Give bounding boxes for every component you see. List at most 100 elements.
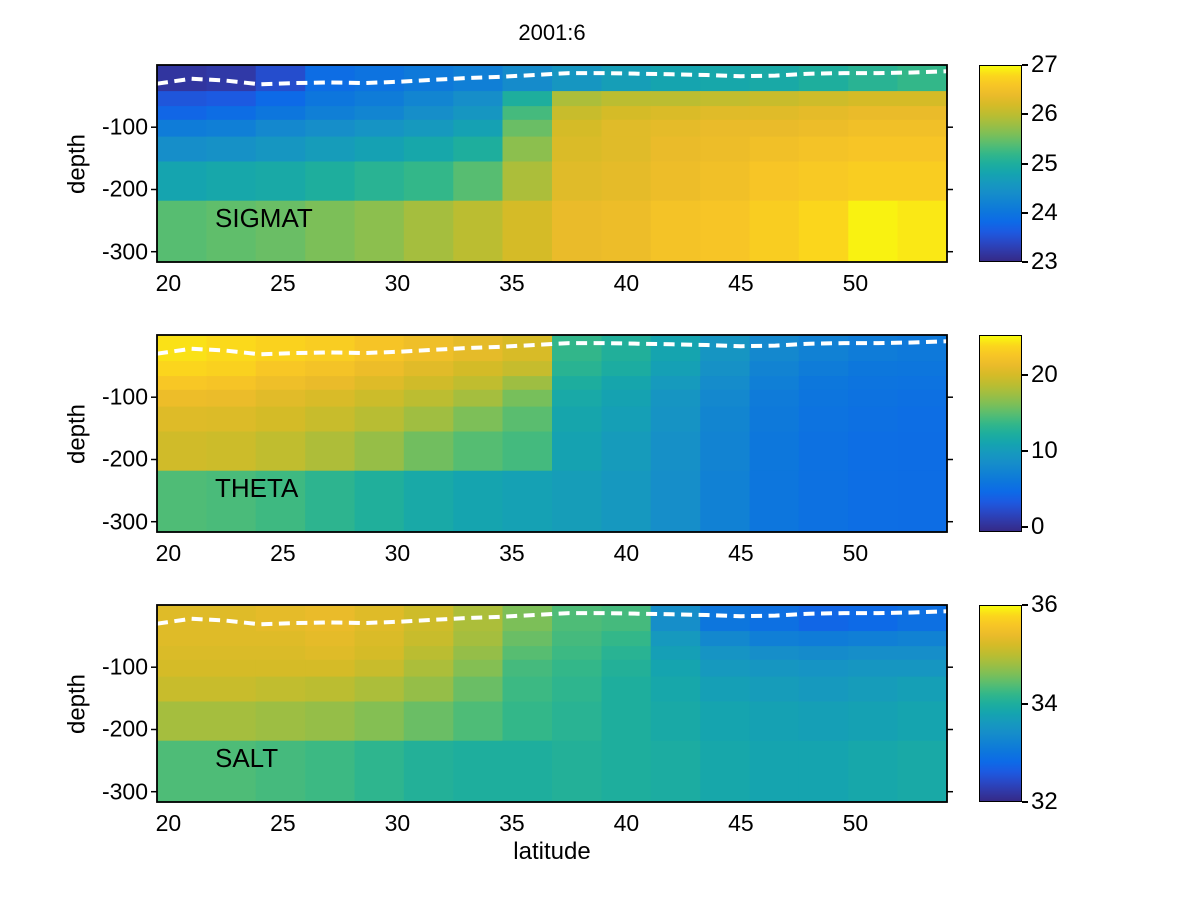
heatmap-cell [552,740,603,803]
theta-heatmap: THETA [151,334,953,533]
heatmap-cell [354,376,405,391]
heatmap-cell [650,676,701,703]
heatmap-cell [354,119,405,138]
heatmap-cell [354,361,405,377]
heatmap-cell [255,676,306,703]
colorbar-tick-mark [1022,64,1028,66]
heatmap-cell [798,161,849,202]
heatmap-cell [601,136,652,163]
heatmap-cell [749,161,800,202]
heatmap-cell [897,361,948,377]
axes-box [156,64,948,263]
heatmap-cell [354,470,405,533]
heatmap-cell [502,65,553,92]
heatmap-cell [749,65,800,92]
heatmap-cell [848,470,899,533]
colorbar-salt [979,605,1022,802]
heatmap-cell [848,646,899,661]
heatmap-cell [700,389,751,408]
heatmap-cell [848,91,899,107]
heatmap-cell [700,200,751,263]
colorbar-tick-label: 20 [1031,360,1058,388]
heatmap-cell [700,646,751,661]
heatmap-cell [552,605,603,632]
heatmap-cell [650,200,701,263]
x-axis-label: latitude [513,838,591,865]
heatmap-cell [157,361,208,377]
heatmap-cell [255,406,306,433]
heatmap-cell [601,389,652,408]
heatmap-cell [749,361,800,377]
heatmap-cell [700,376,751,391]
heatmap-cell [453,676,504,703]
heatmap-cell [650,65,701,92]
heatmap-cell [798,406,849,433]
heatmap-cell [354,676,405,703]
heatmap-cell [848,701,899,742]
heatmap-cell [453,646,504,661]
heatmap-cell [798,361,849,377]
heatmap-cell [848,740,899,803]
colorbar-tick-label: 25 [1031,149,1058,177]
heatmap-cell [601,161,652,202]
heatmap-cell [798,701,849,742]
heatmap-cell [255,470,306,533]
y-axis-label-salt: depth [63,673,91,734]
colorbar-tick-mark [1022,162,1028,165]
heatmap-cell [305,161,356,202]
heatmap-cell [403,119,454,138]
heatmap-cell [798,470,849,533]
heatmap-cell [305,200,356,263]
heatmap-cell [700,631,751,647]
heatmap-cell [403,106,454,121]
heatmap-cell [305,376,356,391]
heatmap-cell [749,631,800,647]
heatmap-cell [798,106,849,121]
x-tick-label: 25 [270,540,296,566]
heatmap-cell [650,470,701,533]
heatmap-cell [700,136,751,163]
heatmap-cell [601,470,652,533]
heatmap-cell [354,91,405,107]
x-tick-label: 40 [613,540,640,566]
heatmap-cell [305,701,356,742]
heatmap-cell [897,676,948,703]
heatmap-cell [305,676,356,703]
heatmap-cell [305,361,356,377]
x-tick-label: 25 [270,810,296,836]
heatmap-cell [650,161,701,202]
heatmap-cell [403,376,454,391]
heatmap-cell [206,106,257,121]
heatmap-cell [403,361,454,377]
heatmap-cell [354,659,405,678]
x-tick-label: 50 [842,270,869,296]
heatmap-cell [354,161,405,202]
heatmap-cell [552,659,603,678]
heatmap-cell [897,431,948,472]
x-tick-label: 30 [384,810,411,836]
heatmap-cell [700,65,751,92]
heatmap-cell [354,136,405,163]
heatmap-cell [502,161,553,202]
heatmap-cell [552,631,603,647]
heatmap-cell [403,701,454,742]
heatmap-cell [749,406,800,433]
heatmap-cell [403,470,454,533]
heatmap-cell [601,406,652,433]
colorbar-theta [979,335,1022,532]
heatmap-cell [749,376,800,391]
heatmap-cell [502,200,553,263]
heatmap-cell [354,701,405,742]
heatmap-cell [206,676,257,703]
heatmap-cell [453,659,504,678]
heatmap-cell [650,119,701,138]
heatmap-cell [157,631,208,647]
heatmap-cell [798,119,849,138]
heatmap-cell [848,605,899,632]
heatmap-cell [601,659,652,678]
heatmap-cell [255,136,306,163]
heatmap-cell [305,335,356,362]
heatmap-cell [157,106,208,121]
heatmap-cell [897,605,948,632]
heatmap-cell [453,106,504,121]
